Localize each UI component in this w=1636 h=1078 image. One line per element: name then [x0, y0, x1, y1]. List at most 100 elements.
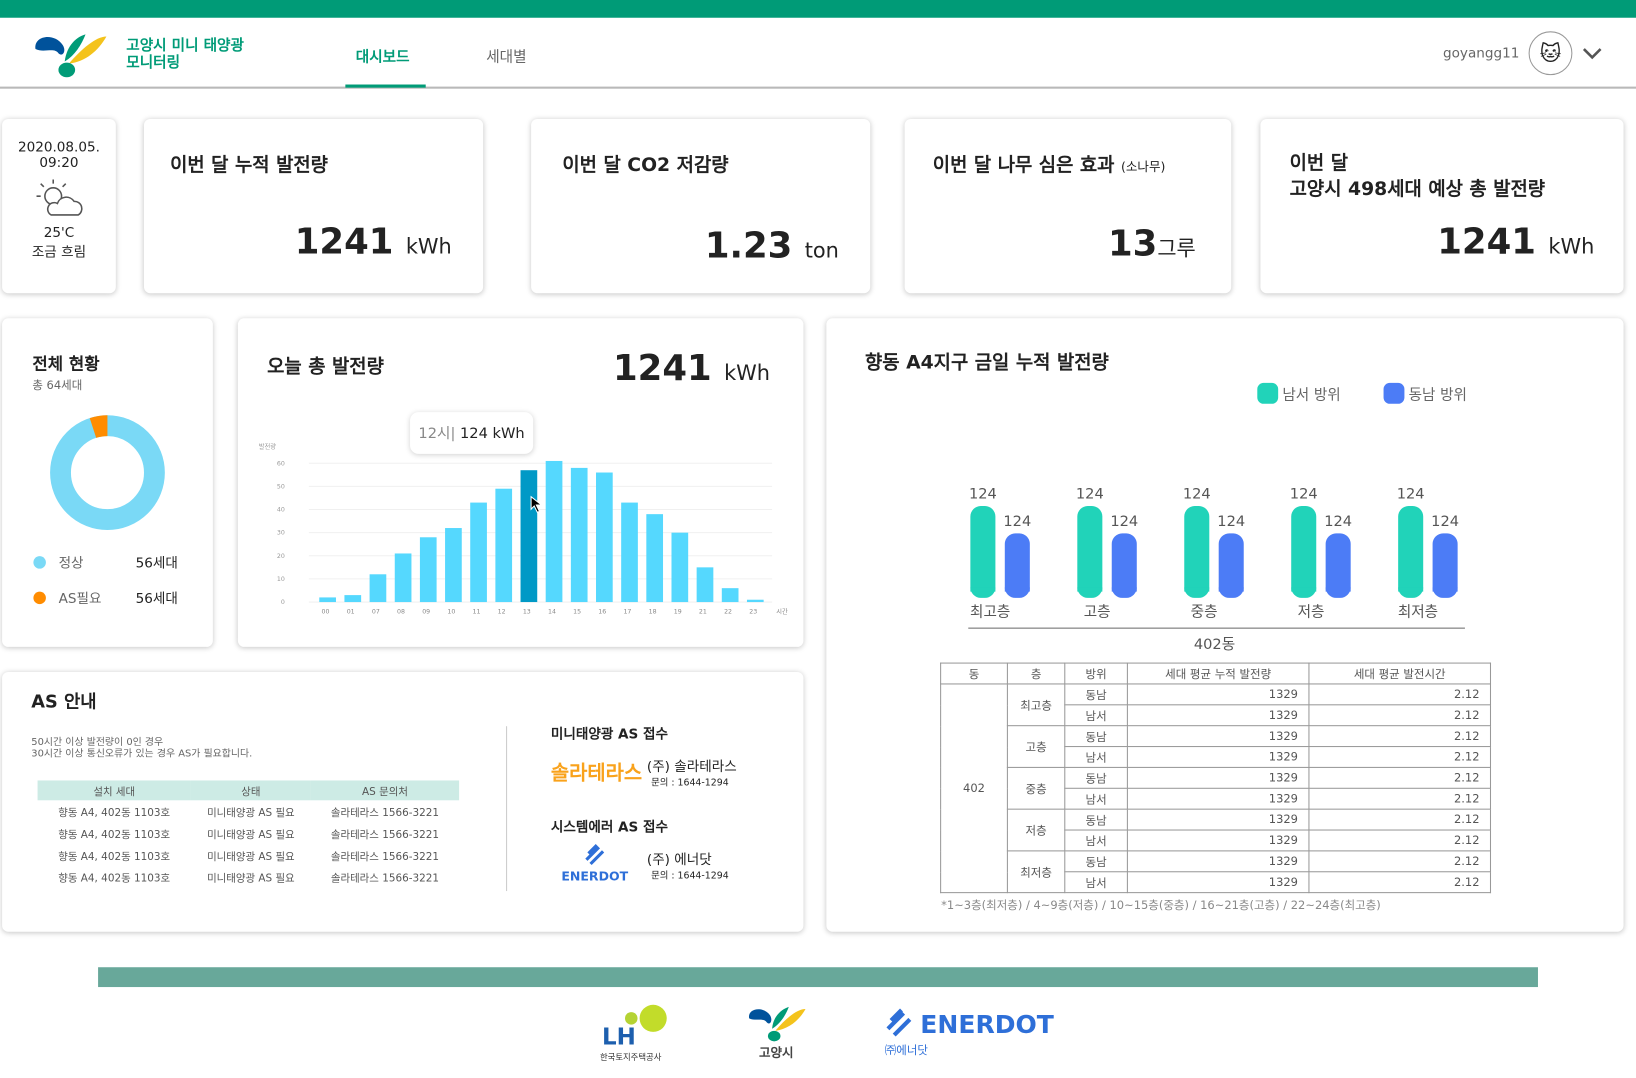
avg-hours-cell: 2.12 [1308, 871, 1492, 894]
stat-title: 이번 달 나무 심은 효과 (소나무) [932, 154, 1166, 177]
legend-southeast: 동남 방위 [1383, 382, 1467, 405]
direction-cell: 동남 [1064, 850, 1128, 873]
x-tick-label: 19 [674, 609, 682, 616]
as-cell: 향동 A4, 402동 1103호 [58, 807, 171, 820]
district-card: 향동 A4지구 금일 누적 발전량 남서 방위 동남 방위 124 124 최고층 1… [826, 318, 1624, 932]
x-axis-label: 402동 [1193, 636, 1236, 654]
avg-generation-cell: 1329 [1126, 683, 1310, 706]
enerdot-logo: ENERDOT [561, 843, 628, 884]
table-row: 최저층 동남 1329 2.12 [941, 850, 1492, 894]
today-generation-card: 오늘 총 발전량 1241 kWh 발전량 0 10 20 30 40 50 60 00 01 07… [237, 318, 804, 647]
today-total: 1241 kWh [612, 347, 771, 390]
mini-phone[interactable]: 문의 : 1644-1294 [651, 778, 729, 789]
bar-19 [671, 532, 689, 603]
bar-중층-southwest [1184, 506, 1210, 598]
avg-generation-cell: 1329 [1126, 829, 1310, 852]
avg-generation-cell: 1329 [1126, 704, 1310, 727]
tab-dashboard[interactable]: 대시보드 [355, 49, 410, 66]
bar-09 [419, 537, 437, 603]
as-cell: 미니태양광 AS 필요 [207, 851, 295, 863]
column-header: AS 문의처 [310, 780, 460, 801]
avg-hours-cell: 2.12 [1308, 704, 1492, 727]
bar-14 [545, 460, 563, 603]
avg-generation-cell: 1329 [1126, 766, 1310, 789]
bar-고층-southwest [1077, 506, 1103, 598]
y-axis-label: 발전량 [259, 442, 276, 451]
category-label: 중층 [1191, 604, 1218, 621]
bar-고층-southeast [1111, 533, 1137, 598]
chevron-down-icon[interactable] [1582, 46, 1603, 61]
stat-title: 이번 달 CO2 저감량 [562, 154, 729, 177]
bar-최고층-southeast [1004, 533, 1030, 598]
column-header: 동 [940, 662, 1008, 685]
status-donut-chart [50, 415, 165, 531]
bar-00 [319, 597, 336, 603]
x-tick-label: 16 [598, 609, 606, 616]
avg-generation-cell: 1329 [1126, 725, 1310, 748]
table-header: 동 층 방위 세대 평균 누적 발전량 세대 평균 발전시간 [940, 662, 1492, 685]
bar-최고층-southwest [970, 506, 996, 598]
avg-hours-cell: 2.12 [1308, 808, 1492, 831]
floor-cell: 저층 [1006, 808, 1066, 852]
avg-hours-cell: 2.12 [1308, 725, 1492, 748]
direction-cell: 동남 [1064, 725, 1128, 748]
donut-slice-normal [50, 415, 165, 531]
direction-cell: 동남 [1064, 683, 1128, 706]
bar-저층-southwest [1291, 506, 1317, 598]
direction-cell: 남서 [1064, 871, 1128, 894]
column-header: 세대 평균 누적 발전량 [1126, 662, 1310, 685]
as-description: 50시간 이상 발전량이 0인 경우 30시간 이상 통신오류가 있는 경우 AS… [31, 736, 253, 760]
direction-cell: 동남 [1064, 808, 1128, 831]
bar-value-label: 124 [1183, 486, 1211, 503]
category-label: 최저층 [1398, 604, 1438, 621]
table-row: 남서 1329 2.12 [941, 829, 1492, 852]
mini-company: (주) 솔라테라스 [646, 759, 737, 776]
table-row: 향동 A4, 402동 1103호 미니태양광 AS 필요 솔라테라스 1566-3… [38, 800, 460, 822]
stat-value: 1.23 ton [704, 225, 839, 268]
partly-cloudy-icon [35, 179, 83, 216]
bar-08 [394, 553, 412, 603]
enerdot-logo-icon [886, 1008, 912, 1037]
weather-desc: 조금 흐림 [31, 245, 87, 261]
floor-cell: 고층 [1006, 725, 1066, 768]
stat-card-trees: 이번 달 나무 심은 효과 (소나무) 13그루 [904, 118, 1232, 294]
avg-hours-cell: 2.12 [1308, 829, 1492, 852]
x-tick-label: 18 [649, 609, 657, 616]
avg-hours-cell: 2.12 [1308, 746, 1492, 768]
bar-01 [344, 595, 362, 603]
legend-dot [33, 591, 46, 605]
x-tick-label: 22 [724, 609, 732, 616]
as-table: 설치 세대 상태 AS 문의처 향동 A4, 402동 1103호 미니태양광 AS 필… [37, 780, 460, 888]
table-row: 남서 1329 2.12 [941, 746, 1492, 768]
table-header: 설치 세대 상태 AS 문의처 [37, 780, 460, 801]
as-cell: 솔라테라스 1566-3221 [330, 829, 440, 841]
table-row: 향동 A4, 402동 1103호 미니태양광 AS 필요 솔라테라스 1566-3… [38, 822, 460, 844]
column-header: 층 [1006, 662, 1066, 685]
active-tab-indicator [345, 84, 426, 88]
bar-최저층-southeast [1432, 533, 1458, 598]
avg-hours-cell: 2.12 [1308, 683, 1492, 706]
category-label: 최고층 [970, 604, 1010, 621]
bar-18 [646, 514, 664, 603]
direction-cell: 남서 [1064, 704, 1128, 727]
table-row: 향동 A4, 402동 1103호 미니태양광 AS 필요 솔라테라스 1566-3… [38, 866, 460, 888]
table-row: 중층 동남 1329 2.12 [941, 766, 1492, 810]
tab-households[interactable]: 세대별 [486, 49, 527, 66]
y-tick-label: 20 [277, 553, 285, 560]
system-phone[interactable]: 문의 : 1644-1294 [651, 871, 729, 882]
mouse-cursor-icon [530, 495, 544, 514]
column-header: 상태 [190, 780, 311, 801]
direction-cell: 동남 [1064, 766, 1128, 789]
bar-저층-southeast [1325, 533, 1351, 598]
system-company: (주) 에너닷 [646, 852, 712, 869]
category-label: 저층 [1298, 604, 1325, 621]
avg-generation-cell: 1329 [1126, 808, 1310, 831]
bar-최저층-southwest [1398, 506, 1424, 598]
date: 2020.08.05. [17, 139, 100, 156]
mini-as-title: 미니태양광 AS 접수 [550, 727, 668, 743]
direction-cell: 남서 [1064, 746, 1128, 768]
goyang-footer-logo: 고양시 [744, 1004, 809, 1061]
avatar[interactable]: 🐱 [1528, 31, 1573, 76]
table-row: 402 최고층 동남 1329 2.12 [940, 683, 1492, 894]
avg-generation-cell: 1329 [1126, 871, 1310, 894]
